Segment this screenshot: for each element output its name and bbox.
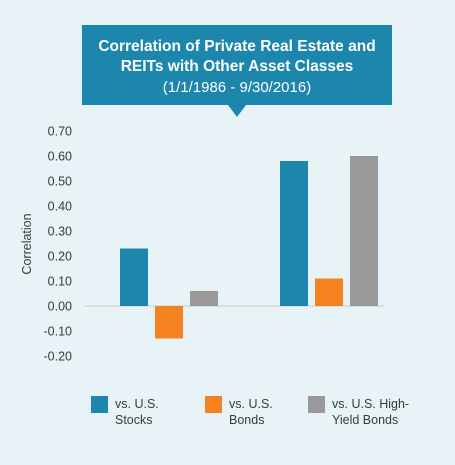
legend-item-stocks: vs. U.S. Stocks xyxy=(91,396,159,428)
bar-vs-u-s-bonds-1 xyxy=(155,306,183,339)
legend-label-stocks: vs. U.S. Stocks xyxy=(115,397,159,427)
chart-title-box: Correlation of Private Real Estate and R… xyxy=(82,25,392,117)
legend-label-bonds: vs. U.S. Bonds xyxy=(229,397,273,427)
bar-vs-u-s-high-yield-bonds-2 xyxy=(350,156,378,306)
bars xyxy=(120,156,378,339)
bar-vs-u-s-high-yield-bonds-1 xyxy=(190,291,218,306)
y-tick-label: 0.00 xyxy=(48,300,72,314)
y-tick-label: 0.50 xyxy=(48,175,72,189)
y-axis-ticks: 0.70 0.60 0.50 0.40 0.30 0.20 0.10 0.00 -0.10 -0.… xyxy=(44,125,73,364)
legend-swatch-high-yield xyxy=(308,396,325,413)
chart-subtitle: (1/1/1986 - 9/30/2016) xyxy=(162,79,312,96)
legend-item-high-yield: vs. U.S. High- Yield Bonds xyxy=(308,396,409,428)
y-axis-label: Correlation xyxy=(20,213,34,274)
y-tick-label: 0.30 xyxy=(48,225,72,239)
legend-label-high-yield: vs. U.S. High- Yield Bonds xyxy=(332,397,410,427)
y-tick-label: -0.10 xyxy=(44,325,73,339)
legend-swatch-stocks xyxy=(91,396,108,413)
chart-title: Correlation of Private Real Estate and R… xyxy=(98,38,376,75)
bar-vs-u-s-bonds-2 xyxy=(315,278,343,306)
y-tick-label: 0.20 xyxy=(48,250,72,264)
y-tick-label: 0.10 xyxy=(48,275,72,289)
bar-vs-u-s-stocks-1 xyxy=(120,248,148,306)
y-tick-label: 0.70 xyxy=(48,125,72,139)
y-tick-label: -0.20 xyxy=(44,350,73,364)
bar-vs-u-s-stocks-2 xyxy=(280,161,308,306)
y-tick-label: 0.60 xyxy=(48,150,72,164)
y-tick-label: 0.40 xyxy=(48,200,72,214)
legend-item-bonds: vs. U.S. Bonds xyxy=(205,396,273,428)
legend-swatch-bonds xyxy=(205,396,222,413)
